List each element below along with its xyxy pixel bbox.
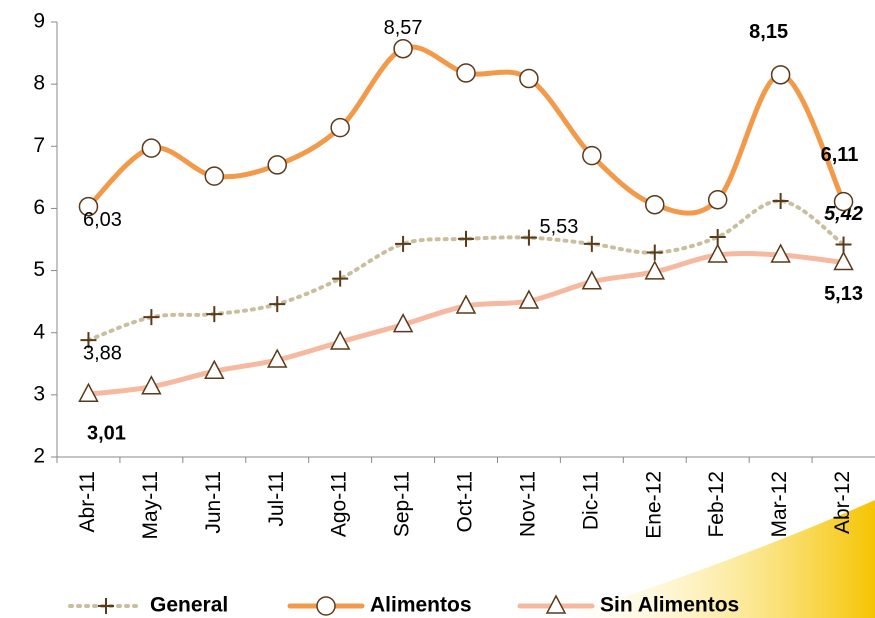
marker [644,260,666,280]
x-tick-label: Nov-11 [516,471,539,537]
data-label: 3,88 [83,342,122,364]
marker [80,332,97,349]
marker [266,348,288,368]
marker [392,313,414,333]
series-line [86,198,846,343]
y-tick-label: 7 [33,134,45,157]
data-label: 8,57 [384,17,423,39]
y-tick-label: 3 [33,382,45,405]
marker [645,194,665,215]
marker [519,68,539,89]
marker [833,191,854,212]
marker [78,382,99,402]
marker [329,330,351,350]
y-tick-label: 6 [33,196,45,219]
marker [582,145,602,166]
legend-marker [545,594,567,614]
marker [393,38,413,59]
marker [141,138,162,158]
x-tick-label: Mar-12 [768,471,791,538]
marker [833,250,854,271]
marker [835,236,852,253]
marker [458,230,474,247]
series-line [85,250,847,397]
data-label: 5,13 [824,283,863,305]
background-swoosh [560,500,875,618]
marker [707,243,728,263]
x-tick-label: Ago-11 [328,471,351,537]
marker [770,243,791,263]
marker [332,270,349,287]
x-tick-label: Jul-11 [265,471,288,527]
legend-label: Alimentos [370,594,472,617]
legend-label: Sin Alimentos [600,594,739,617]
x-tick-label: Jun-11 [202,471,225,534]
marker [78,196,99,217]
marker [269,296,286,313]
marker [520,229,537,246]
data-label: 6,11 [821,144,859,166]
legend-label: General [150,594,228,617]
y-tick-label: 2 [33,445,45,468]
x-tick-label: Ene-12 [642,471,665,539]
marker [267,155,287,175]
data-label: 5,42 [824,203,863,225]
marker [141,375,162,395]
y-tick-label: 5 [33,258,45,281]
marker [204,359,225,379]
marker [770,65,791,85]
marker [581,270,603,290]
data-label: 6,03 [83,209,122,231]
marker [330,117,350,138]
y-tick-label: 8 [33,72,45,95]
x-tick-label: Sep-11 [391,471,414,537]
x-tick-label: Abr-11 [76,471,99,532]
marker [646,244,663,261]
x-tick-label: Oct-11 [454,471,477,532]
marker [772,192,789,209]
y-tick-label: 9 [33,10,45,33]
marker [204,166,225,186]
marker [206,306,223,323]
data-label: 3,01 [87,423,126,445]
marker [395,235,412,252]
marker [707,189,728,210]
x-tick-label: Feb-12 [705,471,728,538]
marker [456,63,476,83]
data-label: 8,15 [749,21,788,43]
marker [455,294,477,314]
legend-marker [98,598,114,614]
x-tick-label: Dic-11 [579,471,602,530]
x-tick-label: May-11 [139,471,162,539]
x-tick-label: Abr-12 [831,471,854,534]
legend-marker [316,596,336,616]
y-tick-label: 4 [33,320,45,343]
marker [518,289,540,309]
data-label: 5,53 [539,216,578,238]
marker [143,309,160,326]
marker [709,229,726,246]
marker [583,235,600,252]
